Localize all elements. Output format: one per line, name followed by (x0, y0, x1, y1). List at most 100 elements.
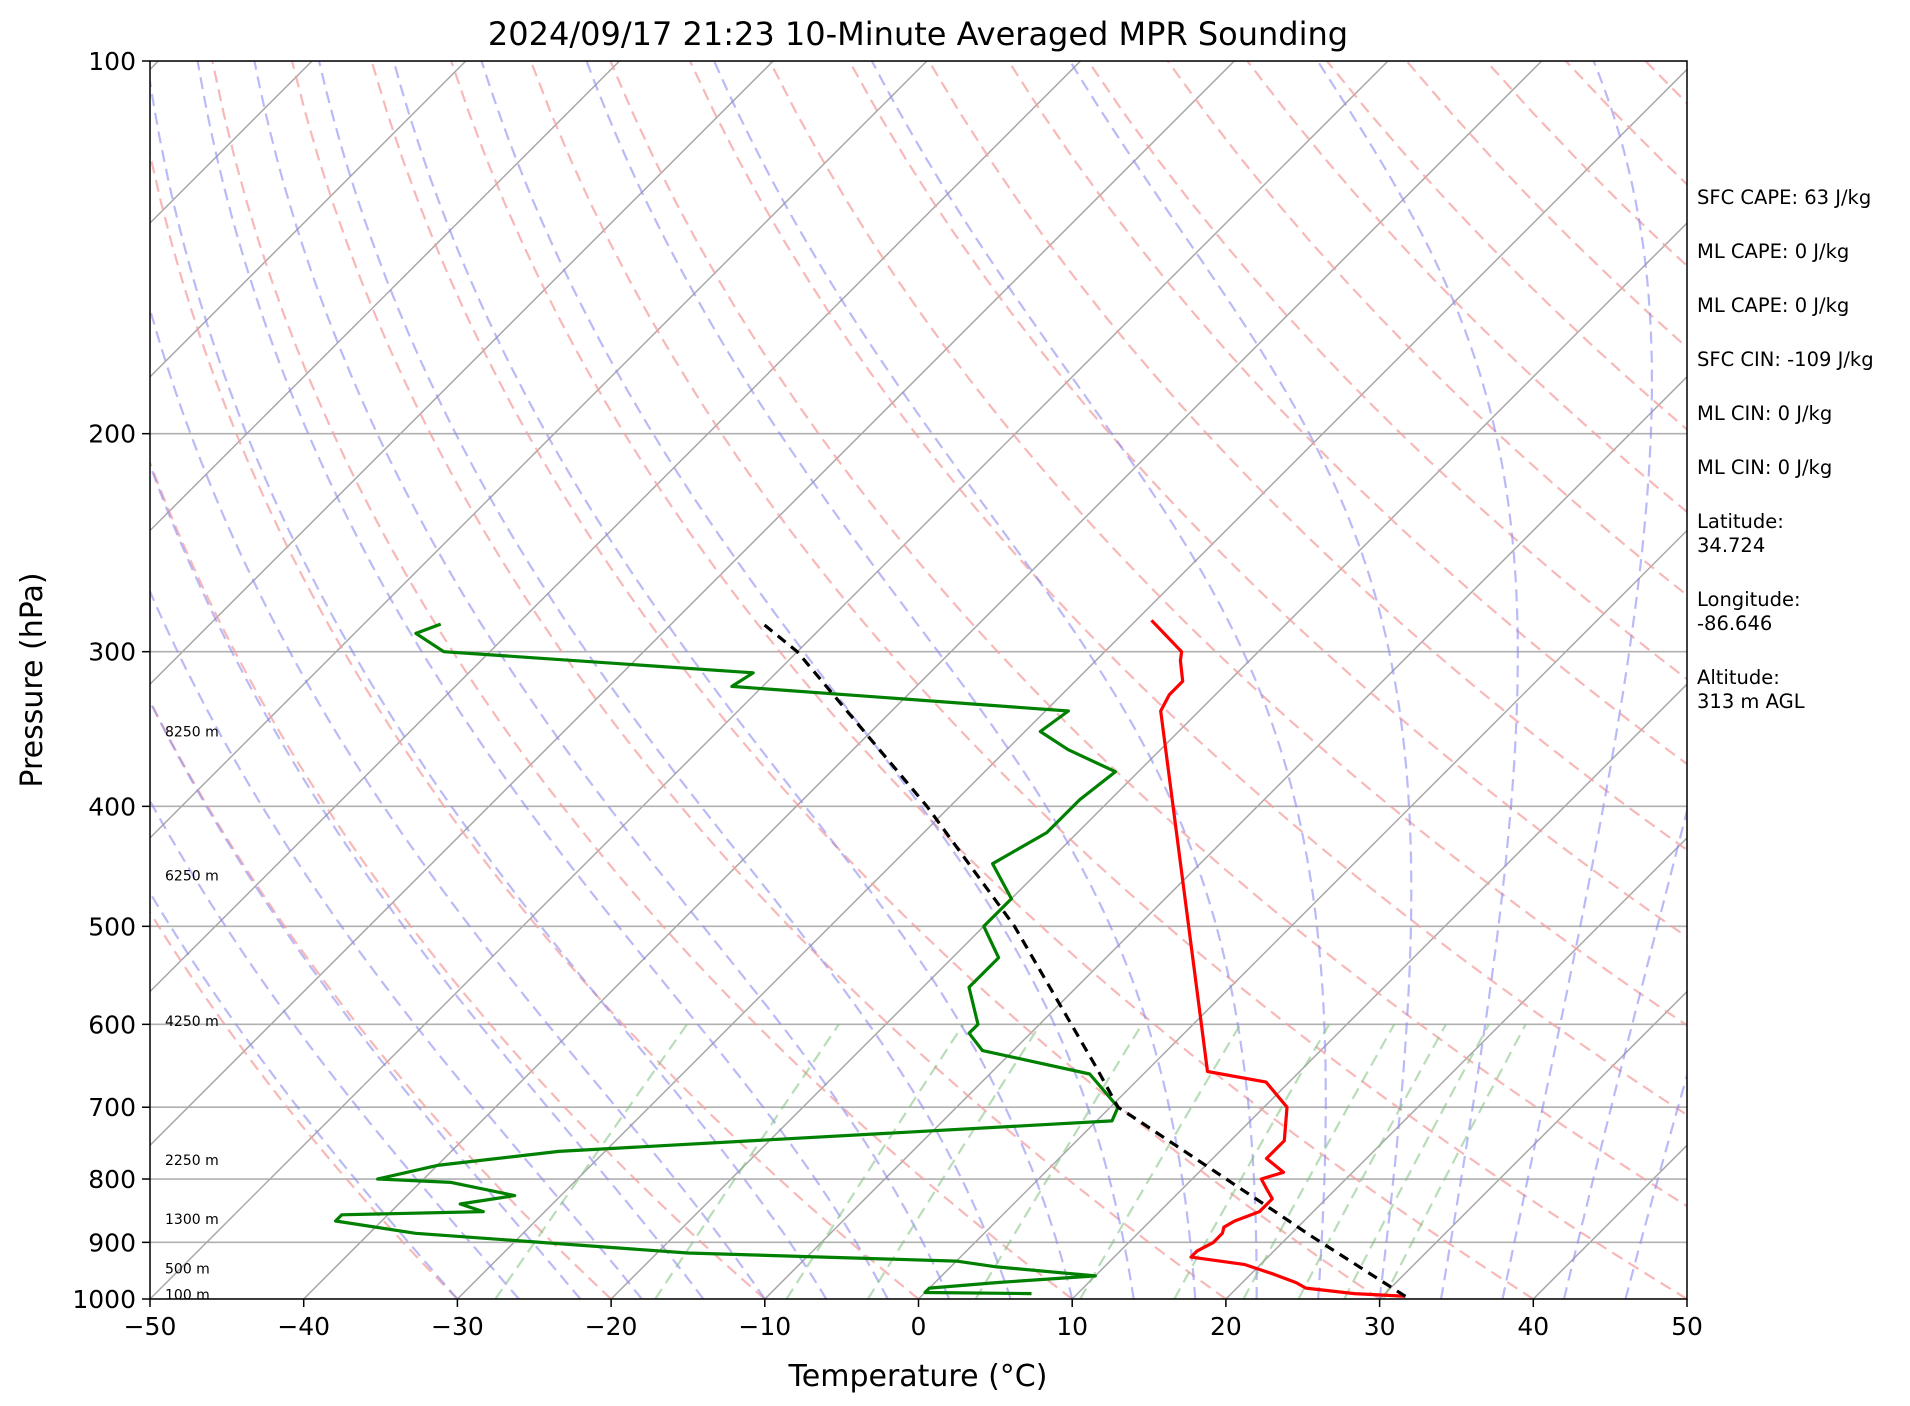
latitude-stat: Latitude: 34.724 (1697, 510, 1907, 558)
mixing-ratio-line (494, 1023, 688, 1299)
moist-adiabat-line (150, 890, 459, 1299)
isotherm-line (150, 61, 467, 378)
altitude-label: Altitude: (1697, 666, 1780, 689)
isotherm-line (610, 222, 1687, 1299)
isotherm-line (150, 61, 928, 839)
isotherm-line (150, 61, 1235, 1147)
y-axis-title: Pressure (hPa) (15, 572, 50, 787)
sounding-series (334, 619, 1407, 1298)
parcel-line (762, 622, 1407, 1298)
y-tick-label: 900 (88, 1228, 136, 1257)
isotherm-line (150, 61, 621, 532)
dry-adiabat-line (689, 61, 1687, 1117)
height-label: 1300 m (165, 1212, 219, 1228)
dry-adiabat-line (150, 459, 766, 1299)
moist-adiabat-line (1316, 61, 1519, 1299)
mixing-ratio-line (1079, 1023, 1242, 1299)
x-axis-title: Temperature (°C) (788, 1359, 1048, 1394)
moist-adiabat-line (150, 699, 582, 1299)
dry-adiabat-line (150, 698, 612, 1299)
moist-adiabat-line (317, 61, 1012, 1299)
latitude-value: 34.724 (1697, 534, 1766, 557)
x-tick-label: 0 (911, 1312, 927, 1341)
altitude-value: 313 m AGL (1697, 690, 1805, 713)
chart-title: 2024/09/17 21:23 10-Minute Averaged MPR … (488, 15, 1348, 53)
mixing-ratio-line (1382, 1023, 1527, 1299)
y-tick-label: 300 (88, 638, 136, 667)
ml-cin-stat-2: ML CIN: 0 J/kg (1697, 456, 1833, 479)
isotherm-line (150, 61, 774, 686)
dry-adiabat-line (927, 61, 1687, 852)
height-label: 2250 m (165, 1153, 219, 1169)
x-tick-label: −50 (124, 1312, 177, 1341)
height-label: 8250 m (165, 724, 219, 740)
dry-adiabat-line (1166, 61, 1687, 597)
dry-adiabat-line (529, 61, 1687, 1299)
x-tick-label: −30 (431, 1312, 484, 1341)
x-tick-label: 10 (1056, 1312, 1088, 1341)
dry-adiabat-line (370, 61, 1381, 1299)
axis-ticks: −50 −40 −30 −20 −10 0 10 20 30 40 50 100 200 300 400 50… (72, 47, 1703, 1341)
y-tick-label: 800 (88, 1165, 136, 1194)
moist-adiabat-line (713, 61, 1258, 1299)
x-tick-label: 40 (1517, 1312, 1549, 1341)
moist-adiabat-line (392, 61, 1074, 1299)
isotherm-line (1379, 990, 1687, 1299)
dry-adiabat-line (211, 61, 1073, 1299)
isotherm-line (150, 61, 1389, 1299)
altitude-stat: Altitude: 313 m AGL (1697, 666, 1907, 714)
dry-adiabat-line (609, 61, 1687, 1208)
height-labels: 100 m 500 m 1300 m 2250 m 4250 m 6250 m 8250 m (165, 724, 219, 1303)
moist-adiabat-line (150, 74, 828, 1299)
moist-adiabat-line (253, 61, 951, 1299)
mixing-ratio-line (785, 1023, 965, 1299)
mixing-ratio-line (1297, 1023, 1447, 1299)
x-tick-label: 30 (1364, 1312, 1396, 1341)
longitude-label: Longitude: (1697, 588, 1801, 611)
mixing-ratio-line (867, 1023, 1042, 1299)
height-label: 500 m (165, 1262, 210, 1278)
x-tick-label: 50 (1671, 1312, 1703, 1341)
isotherm-line (456, 68, 1687, 1299)
isotherm-line (917, 529, 1687, 1299)
height-label: 4250 m (165, 1014, 219, 1030)
plot-frame (149, 60, 1688, 1300)
ml-cin-stat: ML CIN: 0 J/kg (1697, 402, 1833, 425)
y-tick-label: 200 (88, 420, 136, 449)
dry-adiabat-line (450, 61, 1534, 1299)
moist-adiabat-line (585, 61, 1197, 1299)
mixing-ratio-line (1173, 1023, 1331, 1299)
height-label: 6250 m (165, 869, 219, 885)
isotherm-line (150, 61, 1082, 993)
temperature-line (1150, 619, 1406, 1298)
background-lines (150, 61, 1687, 1299)
y-tick-label: 100 (88, 47, 136, 76)
ml-cape-stat-2: ML CAPE: 0 J/kg (1697, 294, 1850, 317)
mixing-ratio-line (974, 1023, 1143, 1299)
isotherm-line (1225, 836, 1687, 1299)
x-tick-label: −20 (585, 1312, 638, 1341)
x-tick-label: −40 (277, 1312, 330, 1341)
mixing-ratio-line (1343, 1023, 1490, 1299)
mixing-ratio-line (654, 1023, 840, 1299)
y-tick-label: 1000 (72, 1285, 136, 1314)
isotherm-line (764, 375, 1687, 1299)
dewpoint-line (334, 622, 1120, 1296)
height-label: 100 m (165, 1288, 210, 1304)
y-tick-label: 600 (88, 1010, 136, 1039)
latitude-label: Latitude: (1697, 510, 1784, 533)
sounding-stats: SFC CAPE: 63 J/kg ML CAPE: 0 J/kg ML CAP… (1697, 186, 1907, 714)
longitude-value: -86.646 (1697, 612, 1773, 635)
y-tick-label: 500 (88, 912, 136, 941)
dry-adiabat-line (848, 61, 1687, 939)
longitude-stat: Longitude: -86.646 (1697, 588, 1907, 636)
x-tick-label: 20 (1210, 1312, 1242, 1341)
moist-adiabat-line (1501, 61, 1653, 1299)
moist-adiabat-line (150, 305, 766, 1299)
isotherm-line (1071, 683, 1687, 1299)
y-tick-label: 700 (88, 1093, 136, 1122)
dry-adiabat-line (768, 61, 1687, 1027)
sfc-cape-stat: SFC CAPE: 63 J/kg (1697, 186, 1872, 209)
moist-adiabat-line (1068, 61, 1413, 1299)
